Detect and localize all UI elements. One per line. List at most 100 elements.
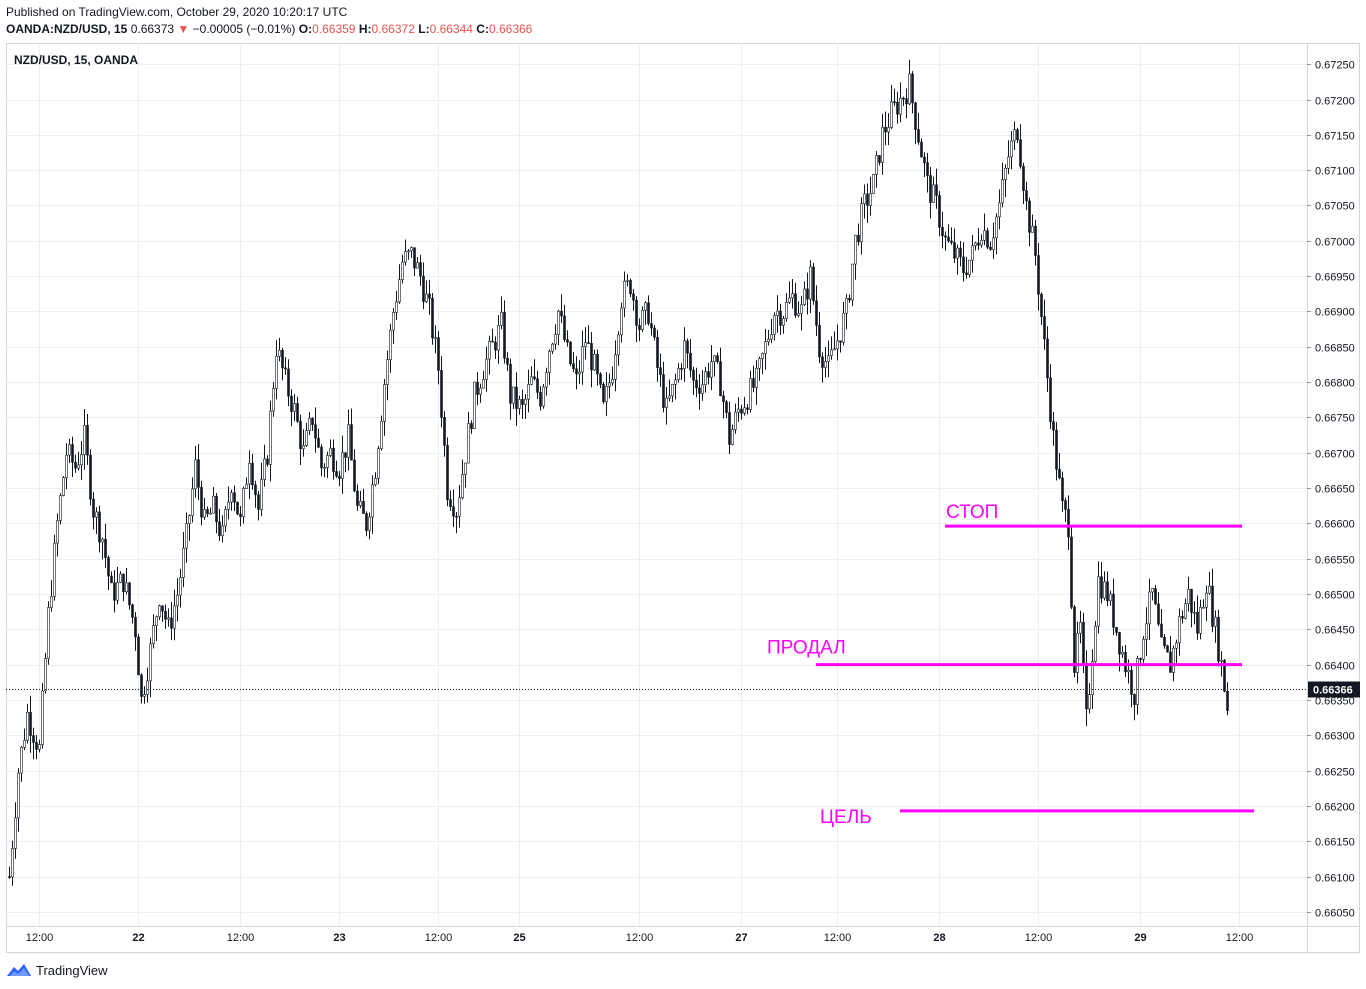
candle-body xyxy=(326,455,329,468)
candle-body xyxy=(224,509,227,527)
candle-body xyxy=(236,501,239,515)
candle-body xyxy=(1010,140,1013,158)
candle-body xyxy=(95,511,98,518)
candle-body xyxy=(371,484,374,518)
chart-frame[interactable]: 0.67250 0.67200 0.67150 0.67100 0.67050 0.670… xyxy=(6,43,1360,953)
candle-body xyxy=(533,376,536,379)
candle-body xyxy=(710,361,713,378)
candle-body xyxy=(206,509,209,514)
candle-body xyxy=(920,141,923,158)
candle-body xyxy=(281,350,284,369)
candle-body xyxy=(521,399,524,405)
candle-body xyxy=(758,358,761,369)
candle-body xyxy=(119,573,122,583)
candle-body xyxy=(1088,694,1091,710)
candle-body xyxy=(683,340,686,369)
candle-body xyxy=(278,350,281,357)
candle-body xyxy=(203,509,206,518)
candle-body xyxy=(320,446,323,469)
y-tick-label: 0.66300 xyxy=(1315,731,1355,743)
candle-body xyxy=(980,239,983,246)
candle-body xyxy=(584,342,587,348)
candle-body xyxy=(1058,468,1061,479)
candle-body xyxy=(449,499,452,507)
candle-body xyxy=(650,323,653,329)
candle-body xyxy=(947,236,950,242)
candle-body xyxy=(392,312,395,331)
candle-body xyxy=(1178,616,1181,644)
chart-border xyxy=(6,43,1360,953)
candle-body xyxy=(686,340,689,354)
candle-body xyxy=(455,515,458,518)
candle-body xyxy=(86,425,89,456)
candle-body xyxy=(11,848,14,878)
candle-body xyxy=(965,272,968,275)
candle-body xyxy=(356,490,359,506)
candle-body xyxy=(755,367,758,388)
candle-body xyxy=(1022,166,1025,191)
candle-body xyxy=(266,458,269,465)
candle-body xyxy=(263,458,266,480)
candle-body xyxy=(542,386,545,407)
candle-body xyxy=(161,605,164,612)
candle-body xyxy=(65,454,68,478)
candle-body xyxy=(47,607,50,659)
candle-body xyxy=(1028,200,1031,233)
y-tick-label: 0.66100 xyxy=(1315,873,1355,885)
candle-body xyxy=(1199,606,1202,634)
candle-body xyxy=(773,315,776,335)
high-label: H: xyxy=(358,22,372,36)
candle-body xyxy=(335,471,338,477)
candle-body xyxy=(977,242,980,246)
low-label: L: xyxy=(418,22,430,36)
candle-body xyxy=(305,430,308,446)
candle-body xyxy=(260,479,263,510)
open-value: 0.66359 xyxy=(312,22,356,36)
candle-body xyxy=(56,520,59,544)
candle-body xyxy=(962,256,965,274)
candle-body xyxy=(479,387,482,395)
candle-body xyxy=(113,582,116,601)
candle-body xyxy=(638,325,641,330)
candle-body xyxy=(545,372,548,388)
candle-body xyxy=(800,304,803,314)
candle-body xyxy=(806,288,809,300)
candle-body xyxy=(443,416,446,446)
candle-body xyxy=(20,747,23,774)
candle-body xyxy=(797,313,800,316)
candle-body xyxy=(914,102,917,130)
candle-body xyxy=(848,298,851,301)
price-chart[interactable]: 0.67250 0.67200 0.67150 0.67100 0.67050 0.670… xyxy=(6,43,1360,953)
candle-body xyxy=(1142,638,1145,660)
candle-body xyxy=(677,368,680,381)
candle-body xyxy=(314,424,317,439)
candle-body xyxy=(377,448,380,479)
candle-body xyxy=(554,334,557,345)
candle-body xyxy=(1043,316,1046,340)
candle-body xyxy=(1220,659,1223,662)
candle-body xyxy=(722,395,725,403)
candle-body xyxy=(704,371,707,386)
candle-body xyxy=(401,261,404,280)
candle-body xyxy=(857,234,860,243)
candle-body xyxy=(518,399,521,409)
candle-body xyxy=(695,379,698,389)
candle-body xyxy=(182,547,185,578)
symbol-name: OANDA:NZD/USD, 15 xyxy=(6,22,128,36)
candle-body xyxy=(413,247,416,269)
candle-body xyxy=(1076,632,1079,673)
candle-body xyxy=(482,379,485,389)
candle-body xyxy=(938,195,941,228)
candle-body xyxy=(299,421,302,450)
candle-body xyxy=(1208,585,1211,594)
candle-body xyxy=(635,299,638,326)
candle-body xyxy=(239,513,242,517)
candle-body xyxy=(92,498,95,518)
candle-body xyxy=(488,340,491,360)
y-tick-label: 0.66200 xyxy=(1315,802,1355,814)
candle-body xyxy=(572,363,575,370)
candle-body xyxy=(1127,669,1130,673)
y-tick-label: 0.67200 xyxy=(1315,96,1355,108)
candle-body xyxy=(107,557,110,577)
candle-body xyxy=(779,310,782,326)
